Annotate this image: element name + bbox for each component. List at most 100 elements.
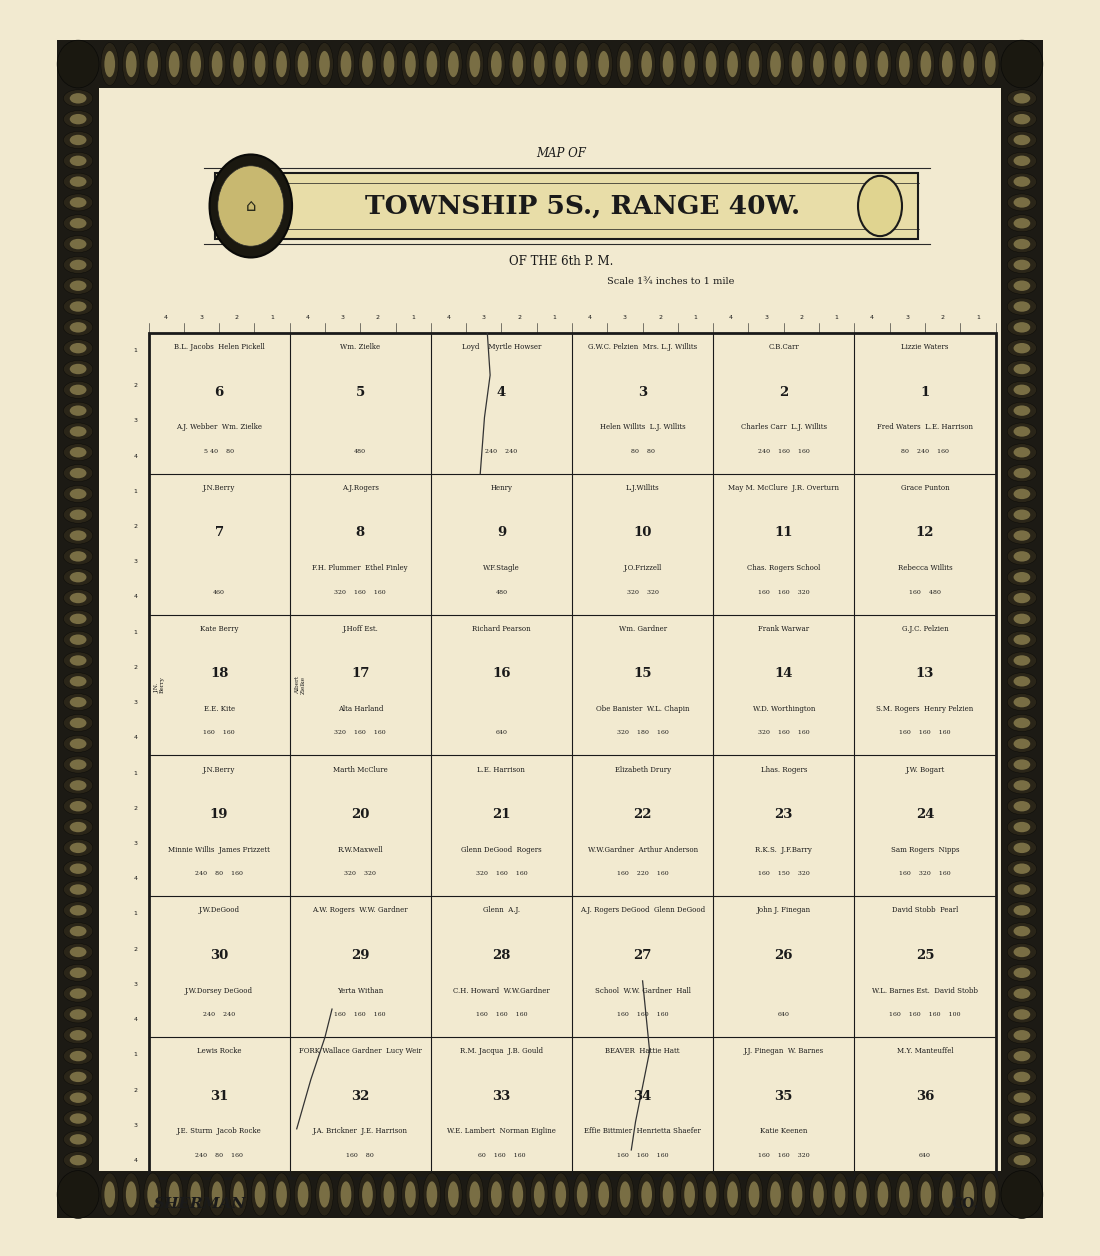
Text: Elizabeth Drury: Elizabeth Drury [615,765,671,774]
Ellipse shape [1008,152,1036,170]
Ellipse shape [1013,780,1031,790]
Ellipse shape [64,132,92,148]
Text: F.H. Plummer  Ethel Finley: F.H. Plummer Ethel Finley [312,564,408,571]
Ellipse shape [878,1182,889,1207]
Ellipse shape [835,51,845,77]
Ellipse shape [69,343,87,353]
Ellipse shape [69,780,87,790]
Ellipse shape [69,489,87,499]
Ellipse shape [69,988,87,999]
Ellipse shape [1013,1010,1031,1020]
Ellipse shape [1013,1134,1031,1144]
Ellipse shape [1008,236,1036,252]
Ellipse shape [64,693,92,711]
Ellipse shape [1008,548,1036,565]
Ellipse shape [921,51,932,77]
Ellipse shape [1013,364,1031,374]
Ellipse shape [1008,360,1036,378]
Ellipse shape [1008,880,1036,898]
Ellipse shape [427,51,438,77]
Text: 3: 3 [341,315,344,320]
Text: 3: 3 [199,315,204,320]
Ellipse shape [981,43,999,85]
Ellipse shape [69,676,87,687]
Text: 2: 2 [133,806,138,811]
Ellipse shape [298,1182,308,1207]
Ellipse shape [598,51,609,77]
Ellipse shape [168,51,179,77]
Text: David Stobb  Pearl: David Stobb Pearl [892,907,958,914]
Ellipse shape [64,880,92,898]
Ellipse shape [69,134,87,146]
Text: J.N.
Berry: J.N. Berry [154,677,165,693]
Text: 1: 1 [133,912,138,917]
Ellipse shape [69,426,87,437]
Ellipse shape [1013,821,1031,833]
Ellipse shape [341,1182,351,1207]
Ellipse shape [64,819,92,835]
Text: 29: 29 [351,950,370,962]
Ellipse shape [770,51,781,77]
Ellipse shape [1013,739,1031,749]
Ellipse shape [1008,1110,1036,1127]
Text: 160    150    320: 160 150 320 [758,872,810,877]
Bar [214,173,918,239]
Ellipse shape [662,51,673,77]
Text: Alta Harland: Alta Harland [338,705,383,712]
Ellipse shape [359,1173,376,1216]
Ellipse shape [64,839,92,857]
Ellipse shape [1013,134,1031,146]
Text: 320    320: 320 320 [627,589,659,594]
Ellipse shape [1013,239,1031,249]
Ellipse shape [1013,489,1031,499]
Text: R.M. Jacqua  J.B. Gould: R.M. Jacqua J.B. Gould [460,1048,543,1055]
Ellipse shape [64,902,92,919]
Ellipse shape [64,756,92,774]
Ellipse shape [230,43,248,85]
Circle shape [57,1171,99,1218]
Ellipse shape [1013,301,1031,311]
Ellipse shape [749,51,759,77]
Ellipse shape [1013,1156,1031,1166]
Text: Wm. Zielke: Wm. Zielke [340,343,381,350]
Text: E.E. Kite: E.E. Kite [204,705,234,712]
Text: 2: 2 [234,315,239,320]
Text: Glenn  A.J.: Glenn A.J. [483,907,520,914]
Circle shape [1001,1171,1043,1218]
Ellipse shape [960,1173,978,1216]
Ellipse shape [1013,863,1031,874]
Ellipse shape [69,197,87,207]
Ellipse shape [1008,693,1036,711]
Bar [99,88,1001,1171]
Text: 320    160    160: 320 160 160 [334,589,386,594]
Ellipse shape [69,322,87,333]
Text: John J. Finegan: John J. Finegan [757,907,811,914]
Text: 240    240: 240 240 [485,448,517,453]
Ellipse shape [1008,173,1036,190]
Text: 160    80: 160 80 [346,1153,374,1158]
Ellipse shape [316,43,333,85]
Ellipse shape [381,43,398,85]
Text: J.O.Frizzell: J.O.Frizzell [624,564,662,571]
Ellipse shape [64,423,92,440]
Ellipse shape [789,43,806,85]
Ellipse shape [942,1182,953,1207]
Ellipse shape [69,656,87,666]
Ellipse shape [69,1134,87,1144]
Text: 160    320    160: 160 320 160 [899,872,950,877]
Ellipse shape [69,1093,87,1103]
Text: 240    160    160: 240 160 160 [758,448,810,453]
Text: 2: 2 [779,386,789,398]
Ellipse shape [69,843,87,853]
Text: 28: 28 [492,950,510,962]
Ellipse shape [1013,343,1031,353]
Ellipse shape [1013,571,1031,583]
Ellipse shape [64,1110,92,1127]
Ellipse shape [1008,111,1036,128]
Ellipse shape [727,1182,738,1207]
Text: 1: 1 [694,315,697,320]
Ellipse shape [684,51,695,77]
Text: 160    220    160: 160 220 160 [617,872,669,877]
Ellipse shape [69,1010,87,1020]
Ellipse shape [69,634,87,644]
